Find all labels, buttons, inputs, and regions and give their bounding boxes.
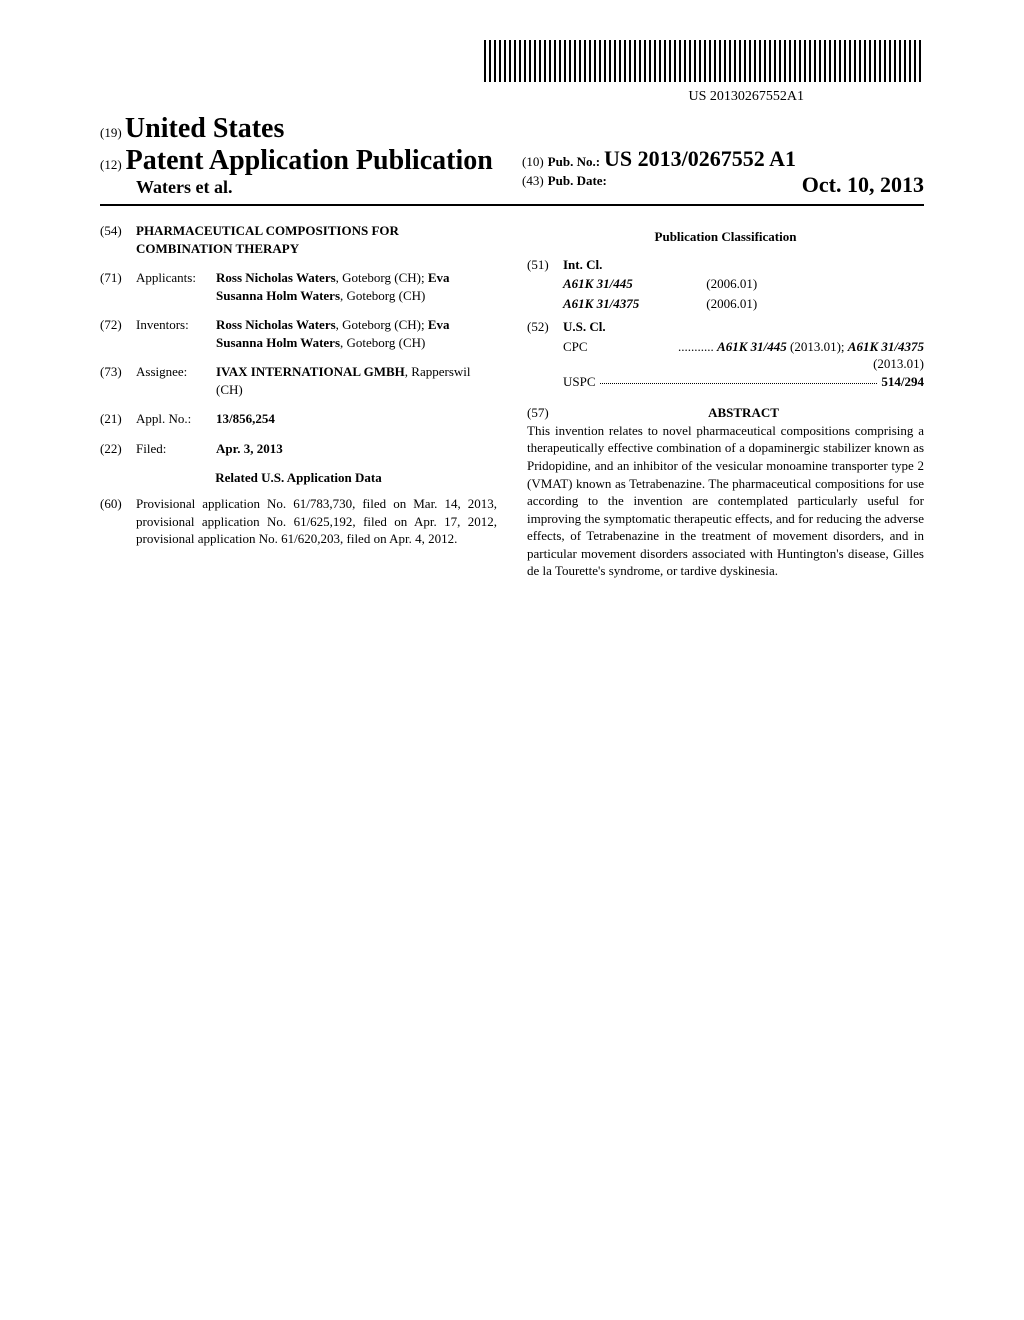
- uscl-row: (52) U.S. Cl.: [527, 318, 924, 336]
- abstract-row: (57) ABSTRACT: [527, 404, 924, 422]
- applicants-label: Applicants:: [136, 269, 216, 304]
- code57: (57): [527, 404, 563, 422]
- abstract-text: This invention relates to novel pharmace…: [527, 422, 924, 580]
- code43: (43): [522, 173, 544, 188]
- code54: (54): [100, 222, 136, 257]
- cpc-line: CPC ........... A61K 31/445 (2013.01); A…: [563, 338, 924, 373]
- applicant2-loc: , Goteborg (CH): [340, 288, 425, 303]
- code19: (19): [100, 125, 122, 140]
- code21: (21): [100, 410, 136, 428]
- intcl-row: (51) Int. Cl.: [527, 256, 924, 274]
- cpc-dots: ...........: [678, 339, 717, 354]
- applicants-row: (71) Applicants: Ross Nicholas Waters, G…: [100, 269, 497, 304]
- appl-label: Appl. No.:: [136, 410, 216, 428]
- provisional-row: (60) Provisional application No. 61/783,…: [100, 495, 497, 548]
- abstract-label: ABSTRACT: [563, 404, 924, 422]
- barcode: [484, 40, 924, 82]
- code10: (10): [522, 154, 544, 169]
- appl-no: 13/856,254: [216, 410, 497, 428]
- code22: (22): [100, 440, 136, 458]
- assignee-name: IVAX INTERNATIONAL GMBH: [216, 364, 405, 379]
- intcl2: A61K 31/4375 (2006.01): [563, 295, 924, 313]
- left-column: (54) PHARMACEUTICAL COMPOSITIONS FOR COM…: [100, 222, 497, 580]
- header-right: (10) Pub. No.: US 2013/0267552 A1 (43) P…: [502, 146, 924, 198]
- filed-date: Apr. 3, 2013: [216, 440, 497, 458]
- header-row: (19) United States (12) Patent Applicati…: [100, 113, 924, 206]
- pub-date-line: (43) Pub. Date: Oct. 10, 2013: [522, 172, 924, 198]
- code51: (51): [527, 256, 563, 274]
- cpc1: A61K 31/445: [717, 339, 787, 354]
- uscl-label: U.S. Cl.: [563, 318, 924, 336]
- cpc1-ver: (2013.01);: [787, 339, 848, 354]
- code60: (60): [100, 495, 136, 548]
- patent-page: US 20130267552A1 (19) United States (12)…: [0, 0, 1024, 620]
- inventor1: Ross Nicholas Waters: [216, 317, 336, 332]
- code72: (72): [100, 316, 136, 351]
- assignee-row: (73) Assignee: IVAX INTERNATIONAL GMBH, …: [100, 363, 497, 398]
- invention-title: PHARMACEUTICAL COMPOSITIONS FOR COMBINAT…: [136, 222, 497, 257]
- assignee-content: IVAX INTERNATIONAL GMBH, Rapperswil (CH): [216, 363, 497, 398]
- filed-label: Filed:: [136, 440, 216, 458]
- title-row: (54) PHARMACEUTICAL COMPOSITIONS FOR COM…: [100, 222, 497, 257]
- cpc2-ver: (2013.01): [873, 356, 924, 371]
- country-name: United States: [125, 113, 284, 144]
- filed-row: (22) Filed: Apr. 3, 2013: [100, 440, 497, 458]
- classification-header: Publication Classification: [527, 228, 924, 246]
- applicant1: Ross Nicholas Waters: [216, 270, 336, 285]
- inventors-label: Inventors:: [136, 316, 216, 351]
- uspc-label: USPC: [563, 373, 596, 391]
- pub-no: US 2013/0267552 A1: [604, 146, 796, 171]
- assignee-label: Assignee:: [136, 363, 216, 398]
- intcl1: A61K 31/445 (2006.01): [563, 275, 924, 293]
- inventors-content: Ross Nicholas Waters, Goteborg (CH); Eva…: [216, 316, 497, 351]
- inventor2-loc: , Goteborg (CH): [340, 335, 425, 350]
- pub-no-label: Pub. No.:: [548, 154, 600, 169]
- applicant1-loc: , Goteborg (CH);: [336, 270, 428, 285]
- code12: (12): [100, 157, 122, 172]
- uspc-line: USPC 514/294: [563, 373, 924, 391]
- pub-no-line: (10) Pub. No.: US 2013/0267552 A1: [522, 146, 924, 172]
- authors: Waters et al.: [100, 177, 502, 198]
- inventors-row: (72) Inventors: Ross Nicholas Waters, Go…: [100, 316, 497, 351]
- barcode-text: US 20130267552A1: [100, 89, 924, 105]
- code71: (71): [100, 269, 136, 304]
- uspc-val: 514/294: [881, 373, 924, 391]
- barcode-area: US 20130267552A1: [100, 40, 924, 105]
- appl-row: (21) Appl. No.: 13/856,254: [100, 410, 497, 428]
- pub-date-label: Pub. Date:: [548, 173, 607, 188]
- intcl1-code: A61K 31/445: [563, 275, 703, 293]
- intcl1-ver: (2006.01): [706, 276, 757, 291]
- pub-type-line: (12) Patent Application Publication: [100, 145, 502, 177]
- header-left: (19) United States (12) Patent Applicati…: [100, 113, 502, 198]
- pub-date: Oct. 10, 2013: [802, 172, 924, 198]
- code52: (52): [527, 318, 563, 336]
- body-columns: (54) PHARMACEUTICAL COMPOSITIONS FOR COM…: [100, 222, 924, 580]
- intcl2-code: A61K 31/4375: [563, 295, 703, 313]
- code73: (73): [100, 363, 136, 398]
- uspc-dots: [600, 373, 878, 384]
- related-header: Related U.S. Application Data: [100, 469, 497, 487]
- intcl2-ver: (2006.01): [706, 296, 757, 311]
- right-column: Publication Classification (51) Int. Cl.…: [527, 222, 924, 580]
- pub-type: Patent Application Publication: [126, 145, 493, 176]
- cpc-label: CPC: [563, 338, 588, 356]
- inventor1-loc: , Goteborg (CH);: [336, 317, 428, 332]
- cpc2: A61K 31/4375: [848, 339, 924, 354]
- country-line: (19) United States: [100, 113, 502, 145]
- intcl-label: Int. Cl.: [563, 256, 924, 274]
- applicants-content: Ross Nicholas Waters, Goteborg (CH); Eva…: [216, 269, 497, 304]
- provisional-text: Provisional application No. 61/783,730, …: [136, 495, 497, 548]
